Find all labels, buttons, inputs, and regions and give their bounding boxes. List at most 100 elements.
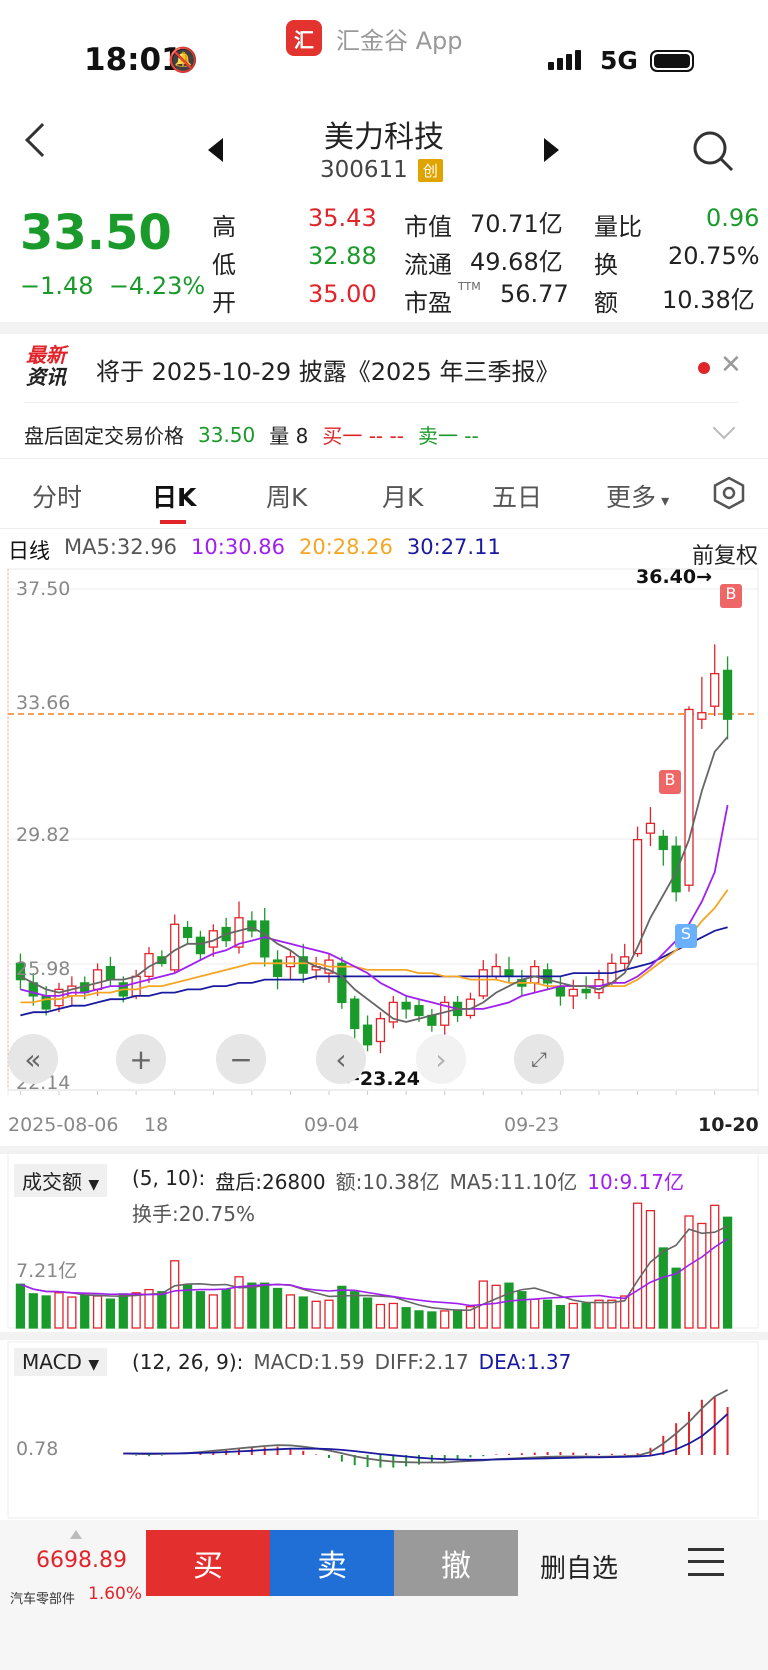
ma20-line — [20, 889, 729, 1004]
volume-bar — [491, 1284, 501, 1329]
pe-sup: TTM — [458, 280, 481, 293]
mktcap-label: 市值 — [404, 213, 452, 241]
volume-legend: (5, 10): 盘后:26800 额:10.38亿 MA5:11.10亿 10:9.1… — [132, 1166, 684, 1194]
cancel-order-button[interactable]: 撤 — [394, 1530, 518, 1596]
zoom-in-button[interactable]: + — [116, 1034, 166, 1084]
candle-body — [658, 835, 668, 851]
chevron-right-icon: › — [435, 1042, 447, 1076]
buy-marker[interactable]: B — [659, 770, 681, 794]
tab-intraday[interactable]: 分时 — [32, 483, 83, 512]
news-text[interactable]: 将于 2025-10-29 披露《2025 年三季报》 — [96, 358, 560, 386]
app-switcher[interactable]: 汇 汇金谷 App — [286, 20, 463, 56]
volume-bar — [710, 1204, 720, 1329]
volume-bar — [517, 1291, 527, 1329]
minus-icon: − — [229, 1042, 253, 1076]
ma5-line — [19, 736, 729, 1023]
volume-bar — [337, 1285, 347, 1329]
candle-body — [710, 672, 720, 707]
volume-bar — [260, 1282, 270, 1329]
volume-bar — [697, 1222, 707, 1329]
rewind-button[interactable]: « — [8, 1034, 58, 1084]
tab-daily-k[interactable]: 日K — [152, 483, 197, 512]
volume-bar — [311, 1300, 321, 1329]
candle-body — [350, 998, 360, 1030]
tab-more[interactable]: 更多 ▾ — [606, 483, 670, 512]
next-stock-icon[interactable] — [544, 138, 559, 162]
candle-body — [170, 923, 180, 971]
volume-bar — [298, 1296, 308, 1329]
volume-bar — [92, 1295, 103, 1329]
pe-value: 56.77 — [500, 280, 569, 308]
chart-frame — [7, 568, 759, 1095]
prev-stock-icon[interactable] — [208, 138, 223, 162]
volume-bar — [542, 1299, 553, 1329]
macd-dea-line — [123, 1413, 729, 1461]
scroll-right-button[interactable]: › — [416, 1034, 466, 1084]
volume-bar — [620, 1295, 630, 1329]
pe-label: 市盈 — [404, 289, 452, 317]
volume-chart[interactable] — [0, 1150, 768, 1330]
volume-bar — [15, 1283, 26, 1329]
volume-bar — [54, 1292, 64, 1329]
remove-watchlist-button[interactable]: 删自选 — [540, 1554, 619, 1584]
volume-bar — [362, 1297, 373, 1329]
candle-body — [684, 708, 694, 886]
close-icon[interactable]: ✕ — [720, 350, 742, 380]
volume-bar — [440, 1310, 450, 1329]
expand-icon: ⤢ — [531, 1047, 547, 1071]
adjust-mode[interactable]: 前复权 — [692, 544, 759, 569]
open-value: 35.00 — [308, 280, 377, 308]
macd-y-tick: 0.78 — [16, 1438, 59, 1460]
macd-indicator-select[interactable]: MACD ▼ — [14, 1348, 108, 1376]
index-up-arrow-icon — [70, 1530, 82, 1539]
chevron-down-icon[interactable] — [712, 416, 736, 440]
volume-bar — [427, 1311, 437, 1329]
volume-ma10-line — [20, 1238, 729, 1307]
mktcap-value: 70.71亿 — [470, 210, 563, 238]
settings-hex-icon[interactable] — [712, 476, 746, 510]
sell-marker[interactable]: S — [675, 924, 697, 948]
sell-button[interactable]: 卖 — [270, 1530, 394, 1596]
tab-weekly-k[interactable]: 周K — [266, 483, 308, 512]
volume-bar — [671, 1267, 681, 1329]
volume-bar — [401, 1307, 411, 1329]
macd-legend: (12, 26, 9): MACD:1.59 DIFF:2.17 DEA:1.37 — [132, 1350, 572, 1374]
scroll-left-button[interactable]: ‹ — [316, 1034, 366, 1084]
volume-bar — [195, 1291, 206, 1329]
candle-body — [581, 988, 591, 994]
volume-indicator-select[interactable]: 成交额 ▼ — [14, 1164, 108, 1197]
volume-y-tick: 7.21亿 — [16, 1260, 78, 1282]
divider — [24, 402, 738, 403]
volume-bar — [388, 1302, 398, 1329]
menu-icon[interactable] — [688, 1548, 724, 1576]
low-label: 低 — [212, 251, 236, 279]
volume-bar — [285, 1294, 296, 1329]
active-tab-indicator — [160, 520, 186, 524]
volume-bar — [568, 1302, 578, 1329]
candle-body — [92, 969, 103, 991]
macd-chart[interactable] — [0, 1340, 768, 1520]
float-label: 流通 — [404, 251, 452, 279]
volume-bar — [375, 1303, 386, 1329]
tab-monthly-k[interactable]: 月K — [382, 483, 424, 512]
index-value[interactable]: 6698.89 — [36, 1548, 127, 1573]
volratio-value: 0.96 — [706, 204, 760, 232]
candle-body — [375, 1018, 386, 1043]
volume-bar — [465, 1306, 476, 1329]
candle-body — [697, 712, 707, 720]
plus-icon: + — [129, 1042, 153, 1076]
zoom-out-button[interactable]: − — [216, 1034, 266, 1084]
candle-body — [247, 920, 257, 932]
x-tick: 10-20 — [698, 1114, 759, 1136]
buy-marker[interactable]: B — [720, 584, 742, 608]
x-tick: 09-23 — [504, 1114, 560, 1136]
candle-body — [362, 1024, 373, 1046]
news-badge: 最新 资讯 — [26, 343, 66, 389]
fullscreen-button[interactable]: ⤢ — [514, 1034, 564, 1084]
macd-frame — [7, 1341, 759, 1519]
buy-button[interactable]: 买 — [146, 1530, 270, 1596]
kline-chart[interactable] — [0, 565, 768, 1095]
search-icon[interactable] — [692, 130, 736, 174]
volume-bar — [452, 1309, 463, 1329]
tab-five-day[interactable]: 五日 — [492, 483, 543, 512]
